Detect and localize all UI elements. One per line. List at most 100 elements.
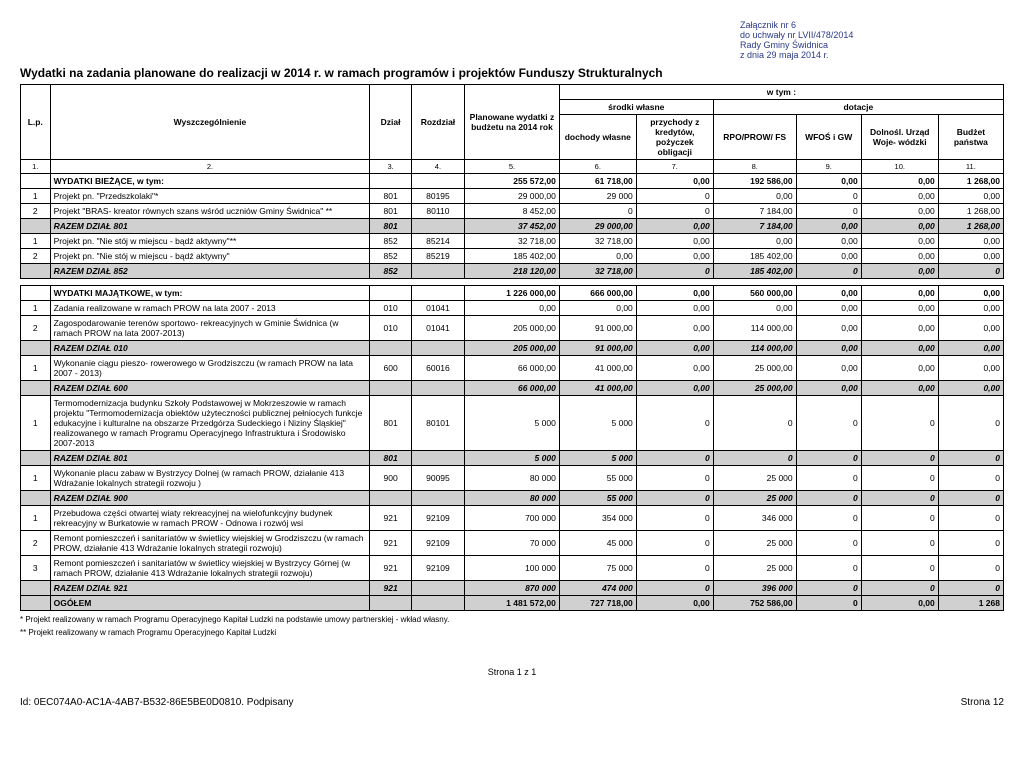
cell (21, 341, 51, 356)
cell: 0 (636, 531, 713, 556)
table-row: 2Projekt "BRAS- kreator równych szans wś… (21, 204, 1004, 219)
cell: 85219 (411, 249, 464, 264)
cell: Termomodernizacja budynku Szkoły Podstaw… (50, 396, 370, 451)
table-header: L.p. Wyszczególnienie Dział Rozdział Pla… (21, 85, 1004, 174)
cell: 1 268,00 (938, 219, 1003, 234)
table-row: 1Projekt pn. "Nie stój w miejscu - bądź … (21, 234, 1004, 249)
col-dolnos: Dolnośl. Urząd Woje- wódzki (861, 115, 938, 160)
cell: 0,00 (636, 301, 713, 316)
cell: 45 000 (559, 531, 636, 556)
cell: 801 (370, 219, 411, 234)
cell (411, 596, 464, 611)
cell: 0,00 (861, 189, 938, 204)
cell: 0 (636, 189, 713, 204)
cell: 0 (636, 264, 713, 279)
cell: 0,00 (796, 301, 861, 316)
col-wyszcz: Wyszczególnienie (50, 85, 370, 160)
table-row: 1Przebudowa części otwartej wiaty rekrea… (21, 506, 1004, 531)
cell: 0,00 (861, 234, 938, 249)
cell: 666 000,00 (559, 286, 636, 301)
cell: 61 718,00 (559, 174, 636, 189)
cell: 25 000 (713, 556, 796, 581)
cell: 0,00 (636, 234, 713, 249)
cell: 0 (796, 531, 861, 556)
cell (370, 174, 411, 189)
table-row: RAZEM DZIAŁ 80180137 452,0029 000,000,00… (21, 219, 1004, 234)
cell: 5 000 (465, 396, 560, 451)
budget-table: L.p. Wyszczególnienie Dział Rozdział Pla… (20, 84, 1004, 279)
cell: 1 481 572,00 (465, 596, 560, 611)
cell: 0 (713, 396, 796, 451)
cell: 205 000,00 (465, 316, 560, 341)
cell: 1 (21, 234, 51, 249)
cell: 870 000 (465, 581, 560, 596)
cell: 0,00 (861, 204, 938, 219)
cell (411, 264, 464, 279)
cell: 0 (938, 396, 1003, 451)
cell: 0,00 (559, 249, 636, 264)
cell (411, 219, 464, 234)
cell: 0 (861, 556, 938, 581)
cell: 921 (370, 581, 411, 596)
cell: 0 (796, 596, 861, 611)
cell: 0 (796, 451, 861, 466)
cell: 80195 (411, 189, 464, 204)
cell: 0 (796, 204, 861, 219)
column-numbers: 1. 2. 3. 4. 5. 6. 7. 8. 9. 10. 11. (21, 160, 1004, 174)
cell: 2 (21, 249, 51, 264)
cell: Projekt pn. "Nie stój w miejscu - bądź a… (50, 249, 370, 264)
cell: 0 (938, 556, 1003, 581)
cell: 0 (938, 491, 1003, 506)
attachment-header: Załącznik nr 6 do uchwały nr LVII/478/20… (740, 20, 1004, 60)
cell: OGÓŁEM (50, 596, 370, 611)
header-line-4: z dnia 29 maja 2014 r. (740, 50, 1004, 60)
cell: 0 (636, 204, 713, 219)
cell: 1 (21, 396, 51, 451)
col-rozdz: Rozdział (411, 85, 464, 160)
cell (21, 491, 51, 506)
cell: 0,00 (938, 249, 1003, 264)
cell: Wykonanie ciągu pieszo- rowerowego w Gro… (50, 356, 370, 381)
cell: 1 (21, 356, 51, 381)
cell: 0 (796, 189, 861, 204)
cell: WYDATKI MAJĄTKOWE, w tym: (50, 286, 370, 301)
cell: 0 (938, 451, 1003, 466)
cell: 396 000 (713, 581, 796, 596)
table-row: RAZEM DZIAŁ 852852218 120,0032 718,00018… (21, 264, 1004, 279)
cell: 0,00 (861, 356, 938, 381)
cell: 0 (636, 491, 713, 506)
table-row: RAZEM DZIAŁ 60066 000,0041 000,000,0025 … (21, 381, 1004, 396)
cell: 727 718,00 (559, 596, 636, 611)
cell: 92109 (411, 506, 464, 531)
cell: 29 000,00 (465, 189, 560, 204)
cell: 1 (21, 506, 51, 531)
cell: 0 (796, 466, 861, 491)
cell: 25 000 (713, 531, 796, 556)
table-row: 2Projekt pn. "Nie stój w miejscu - bądź … (21, 249, 1004, 264)
cell: 0 (796, 396, 861, 451)
cell: 37 452,00 (465, 219, 560, 234)
cell: 0,00 (938, 316, 1003, 341)
cell: 0,00 (796, 174, 861, 189)
cell: 3 (21, 556, 51, 581)
cell: 7 184,00 (713, 219, 796, 234)
cell: 185 402,00 (713, 264, 796, 279)
cell: 0,00 (796, 249, 861, 264)
cell: RAZEM DZIAŁ 801 (50, 451, 370, 466)
cell: 60016 (411, 356, 464, 381)
cell: 70 000 (465, 531, 560, 556)
cell: 0,00 (938, 356, 1003, 381)
cell: 1 268 (938, 596, 1003, 611)
cell: 0,00 (636, 249, 713, 264)
table-body-2: WYDATKI MAJĄTKOWE, w tym:1 226 000,00666… (21, 286, 1004, 611)
cell: 32 718,00 (559, 264, 636, 279)
cell: 0 (796, 556, 861, 581)
cell: 0 (861, 531, 938, 556)
coln-4: 4. (411, 160, 464, 174)
coln-11: 11. (938, 160, 1003, 174)
cell: 80101 (411, 396, 464, 451)
cell: 0,00 (861, 249, 938, 264)
cell (21, 381, 51, 396)
cell: 0,00 (636, 219, 713, 234)
col-wfos: WFOŚ i GW (796, 115, 861, 160)
